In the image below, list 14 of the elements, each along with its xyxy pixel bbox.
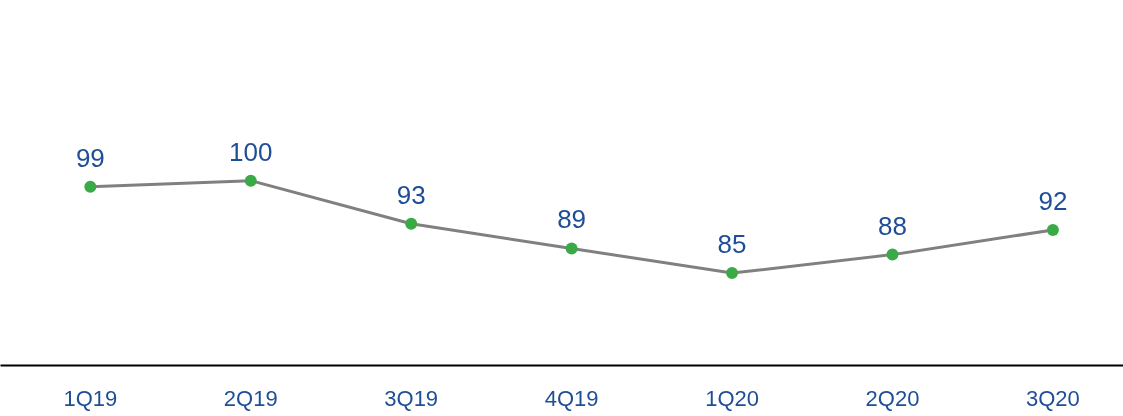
x-tick-label: 1Q19 [63, 385, 118, 411]
data-label: 92 [1038, 185, 1068, 216]
x-tick-label: 1Q20 [705, 385, 759, 411]
data-label: 100 [229, 136, 273, 167]
data-label: 93 [396, 179, 426, 210]
data-label: 88 [878, 210, 907, 241]
data-label: 85 [717, 229, 747, 260]
x-tick-label: 3Q20 [1026, 385, 1080, 411]
x-tick-label: 2Q19 [223, 385, 278, 411]
data-label: 89 [557, 204, 587, 235]
x-tick-label: 4Q19 [544, 385, 599, 411]
x-tick-label: 3Q19 [384, 385, 439, 411]
data-label: 99 [75, 142, 105, 173]
x-tick-label: 2Q20 [865, 385, 920, 411]
